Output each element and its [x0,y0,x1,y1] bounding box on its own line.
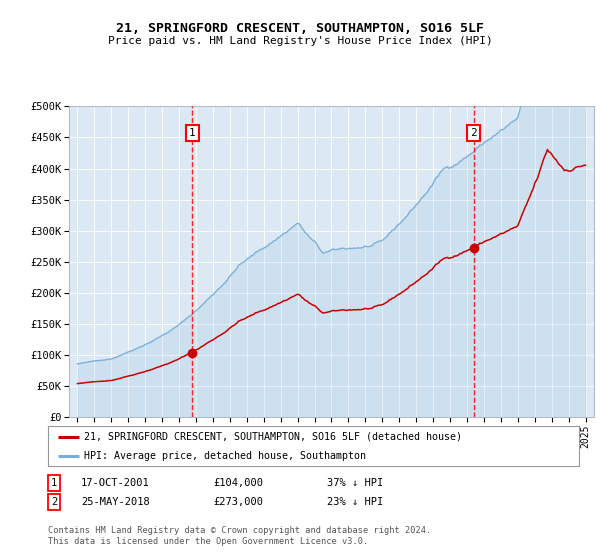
Text: Price paid vs. HM Land Registry's House Price Index (HPI): Price paid vs. HM Land Registry's House … [107,36,493,46]
Text: £273,000: £273,000 [213,497,263,507]
Text: 2: 2 [51,497,57,507]
Text: 1: 1 [189,128,196,138]
Text: 1: 1 [51,478,57,488]
Text: HPI: Average price, detached house, Southampton: HPI: Average price, detached house, Sout… [84,451,366,461]
Text: 23% ↓ HPI: 23% ↓ HPI [327,497,383,507]
Text: 21, SPRINGFORD CRESCENT, SOUTHAMPTON, SO16 5LF: 21, SPRINGFORD CRESCENT, SOUTHAMPTON, SO… [116,21,484,35]
Text: 17-OCT-2001: 17-OCT-2001 [81,478,150,488]
Text: 2: 2 [470,128,477,138]
Text: Contains HM Land Registry data © Crown copyright and database right 2024.
This d: Contains HM Land Registry data © Crown c… [48,526,431,546]
Text: 21, SPRINGFORD CRESCENT, SOUTHAMPTON, SO16 5LF (detached house): 21, SPRINGFORD CRESCENT, SOUTHAMPTON, SO… [84,432,462,442]
Text: £104,000: £104,000 [213,478,263,488]
Text: 25-MAY-2018: 25-MAY-2018 [81,497,150,507]
Text: 37% ↓ HPI: 37% ↓ HPI [327,478,383,488]
